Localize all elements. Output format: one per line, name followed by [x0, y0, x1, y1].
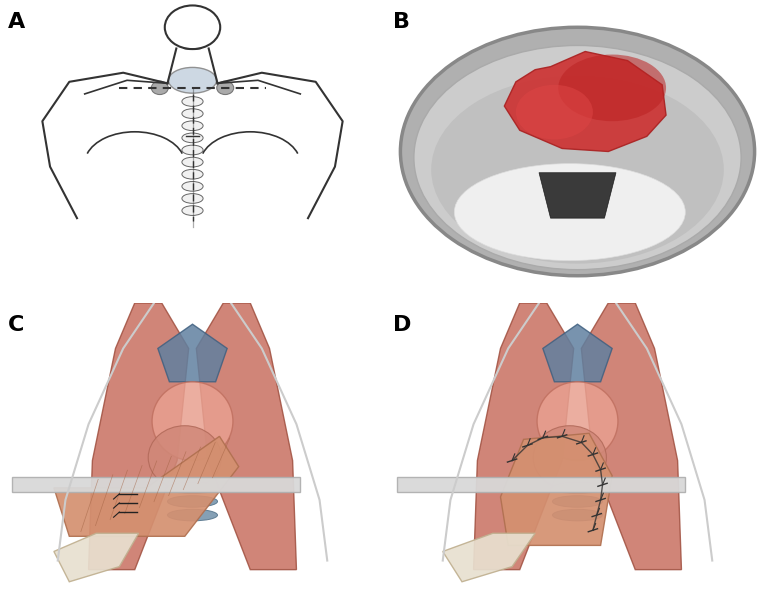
Ellipse shape: [169, 67, 216, 93]
Ellipse shape: [182, 109, 203, 119]
Text: D: D: [393, 315, 411, 335]
Ellipse shape: [553, 482, 602, 493]
Text: B: B: [393, 12, 410, 32]
Polygon shape: [539, 173, 616, 218]
Ellipse shape: [168, 482, 218, 493]
Ellipse shape: [168, 509, 218, 521]
Text: C: C: [8, 315, 24, 335]
Ellipse shape: [182, 121, 203, 131]
Ellipse shape: [182, 193, 203, 204]
Ellipse shape: [182, 169, 203, 179]
Ellipse shape: [414, 45, 741, 270]
Ellipse shape: [431, 76, 724, 264]
Polygon shape: [581, 303, 681, 570]
Ellipse shape: [148, 425, 222, 489]
Polygon shape: [196, 303, 296, 570]
Ellipse shape: [182, 145, 203, 155]
Circle shape: [165, 5, 220, 49]
Ellipse shape: [182, 206, 203, 216]
Ellipse shape: [454, 164, 685, 261]
Polygon shape: [89, 303, 189, 570]
Ellipse shape: [168, 496, 218, 507]
Polygon shape: [158, 324, 227, 382]
Polygon shape: [500, 433, 612, 545]
Ellipse shape: [400, 27, 755, 276]
Ellipse shape: [516, 85, 593, 139]
Ellipse shape: [152, 382, 233, 461]
Polygon shape: [474, 303, 574, 570]
Polygon shape: [443, 533, 535, 582]
Polygon shape: [54, 533, 139, 582]
Ellipse shape: [558, 55, 666, 121]
Ellipse shape: [182, 133, 203, 143]
Text: A: A: [8, 12, 25, 32]
Polygon shape: [543, 324, 612, 382]
Polygon shape: [54, 436, 239, 536]
Ellipse shape: [537, 382, 618, 461]
Circle shape: [151, 81, 168, 95]
Ellipse shape: [182, 157, 203, 167]
Ellipse shape: [553, 496, 602, 507]
Polygon shape: [397, 478, 685, 492]
Ellipse shape: [533, 425, 607, 489]
Ellipse shape: [182, 96, 203, 107]
Polygon shape: [504, 52, 666, 152]
Ellipse shape: [553, 509, 602, 521]
Ellipse shape: [182, 182, 203, 191]
Circle shape: [217, 81, 234, 95]
Polygon shape: [12, 478, 300, 492]
